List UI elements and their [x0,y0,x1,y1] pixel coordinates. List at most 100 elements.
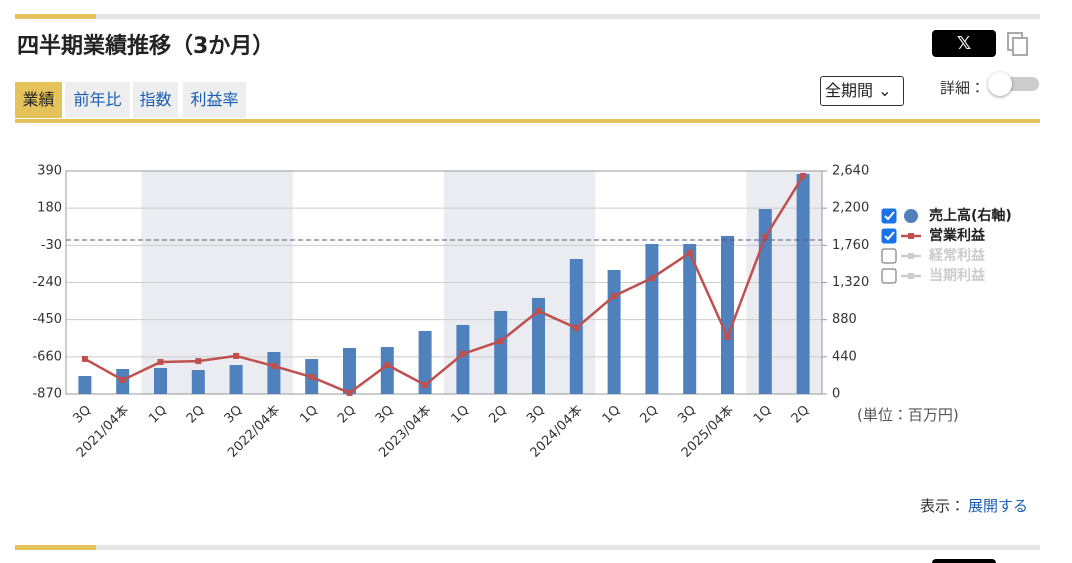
toggle-knob [988,72,1012,96]
legend-item[interactable]: 経常利益 [881,247,986,264]
unit-note: (単位：百万円) [857,406,959,424]
x-tick-label: 2Q [638,403,662,427]
bar [191,370,205,394]
bar [229,365,243,394]
x-tick-label: 3Q [222,403,246,427]
line-marker [346,389,353,396]
line-marker [800,172,807,179]
legend-marker [908,233,914,239]
expand-link[interactable]: 展開する [968,497,1029,515]
x-tick-label: 3Q [71,403,95,427]
legend-check [884,231,895,241]
legend-label: 経常利益 [928,247,986,264]
line-marker [573,324,580,331]
y2-tick-label: 1,320 [832,275,869,290]
x-tick-label: 1Q [449,403,473,427]
plot-frame [65,170,823,395]
legend-item[interactable]: 営業利益 [881,227,986,244]
x-tick-label: 3Q [373,403,397,427]
period-select[interactable]: 全期間 ⌄ [820,76,904,106]
legend-label: 営業利益 [929,227,986,244]
line-marker [195,358,202,365]
x-tick-label: 2Q [184,403,208,427]
footer-label: 表示： [920,497,966,515]
line-marker [762,234,769,241]
bar [683,243,697,394]
legend-marker [904,209,918,223]
x-tick-label: 3Q [675,403,699,427]
line-marker [81,355,88,362]
legend-item[interactable]: 当期利益 [881,267,986,284]
line-marker [611,292,618,299]
legend-check [884,211,895,221]
bar [267,352,281,394]
share-x-button[interactable]: 𝕏 [932,30,996,57]
y2-tick-label: 2,200 [832,201,869,216]
y2-tick-label: 880 [832,312,857,327]
legend-marker [908,273,914,279]
line-marker [535,307,542,314]
y-tick-label: -870 [32,387,62,402]
chart: -870 -660 -450 -240 -30 180 390 0 440 880 1,320 1,7… [32,164,1012,461]
legend-checkbox[interactable] [881,228,897,244]
y-tick-label: -450 [32,312,62,327]
line-marker [157,358,164,365]
tab[interactable]: 指数 [133,82,178,118]
y2-tick-label: 1,760 [832,238,869,253]
next-share-button [932,559,996,563]
legend-checkbox[interactable] [881,268,897,284]
x-tick-label: 1Q [146,403,170,427]
period-select-text: 全期間 [825,81,874,100]
y-tick-label: -30 [41,238,62,253]
legend-label: 売上高(右軸) [929,207,1012,224]
legend-label: 当期利益 [929,267,986,284]
line-marker [686,249,693,256]
legend-checkbox[interactable] [881,208,897,224]
x-tick-label: 1Q [600,403,624,427]
tab-rule [15,119,1040,123]
x-tick-label: 2Q [486,403,510,427]
bar [418,330,432,394]
x-tick-label: 1Q [751,403,775,427]
line-marker [233,352,240,359]
bar [456,324,470,394]
bar [721,235,734,394]
tab[interactable]: 利益率 [183,82,246,118]
line-marker [497,338,504,345]
y2-tick-label: 2,640 [832,164,869,179]
x-tick-label: 1Q [297,403,321,427]
line-marker [308,374,315,381]
x-tick-label: 3Q [524,403,548,427]
next-header-rule [15,545,1040,550]
x-tick-label: 2Q [789,403,813,427]
line [84,175,805,395]
tab[interactable]: 業績 [15,82,62,118]
line-marker [119,377,126,384]
bar [796,173,810,394]
line-marker [270,363,277,370]
copy-icon[interactable] [1006,31,1030,57]
line-marker [384,361,391,368]
bar [494,310,508,394]
line-marker [648,275,655,282]
next-header-accent [15,545,96,550]
tab[interactable]: 前年比 [65,82,130,118]
legend-checkbox[interactable] [881,248,897,264]
bar [532,297,545,394]
line-marker [459,351,466,358]
y-tick-label: -660 [32,349,62,364]
bar [607,269,621,394]
x-tick-label: 2Q [335,403,359,427]
legend-item[interactable]: 売上高(右軸) [881,207,1012,224]
bar [154,367,167,394]
y-tick-label: 390 [37,164,62,179]
header-rule [15,14,1040,19]
line-marker [422,381,429,388]
header-accent [15,14,96,19]
bar [380,347,394,394]
y2-tick-label: 440 [832,349,857,364]
bar [343,347,356,394]
legend-marker [908,253,914,259]
line-marker [724,334,731,341]
